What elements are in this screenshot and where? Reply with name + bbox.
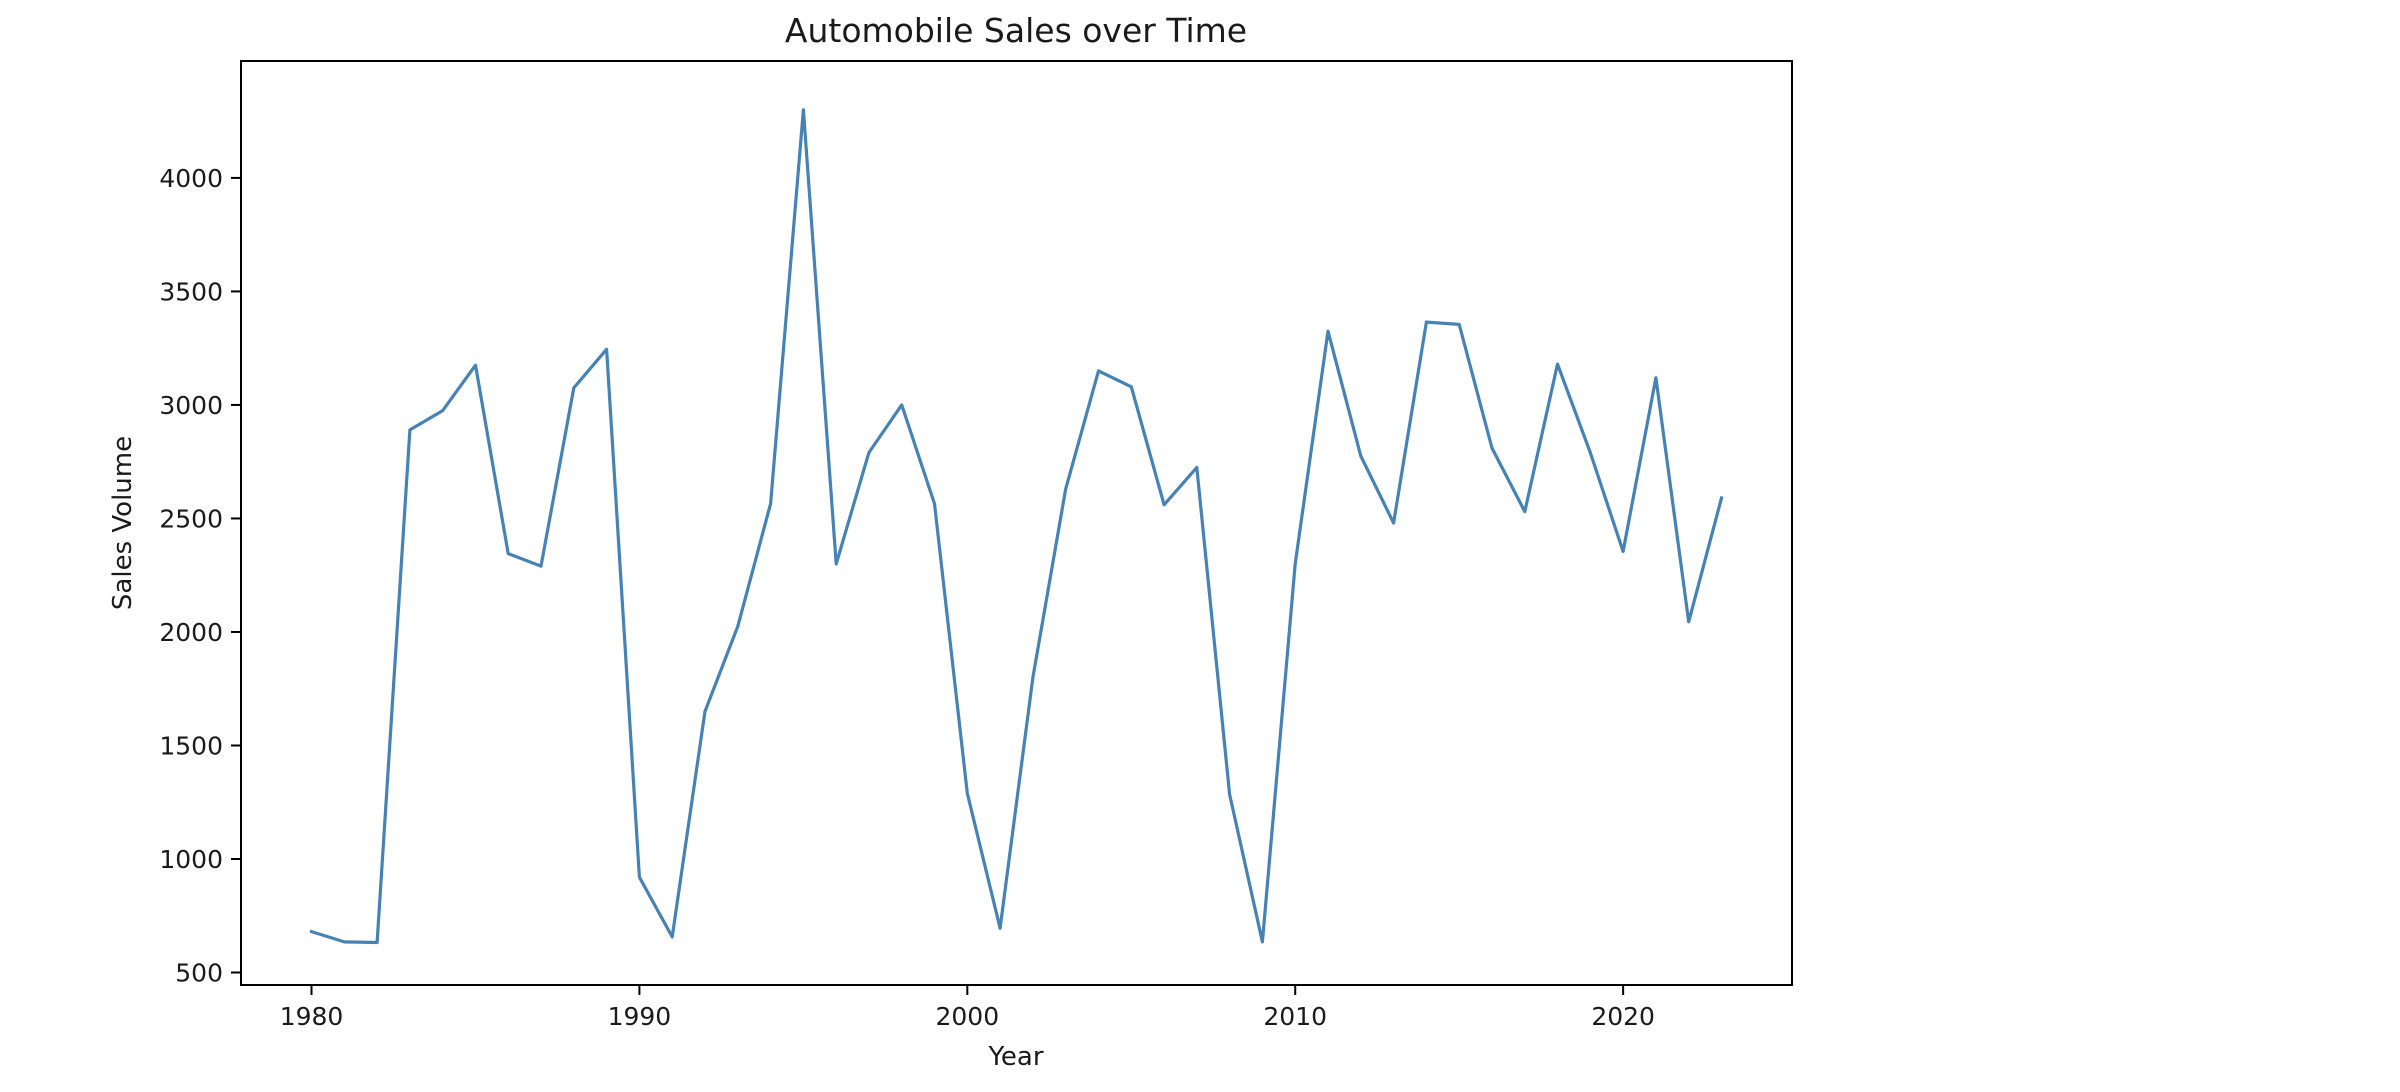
x-tick-label: 2020 bbox=[1591, 1002, 1655, 1031]
y-tick-label: 1000 bbox=[159, 845, 223, 874]
x-tick-label: 1990 bbox=[608, 1002, 672, 1031]
x-axis-label: Year bbox=[987, 1042, 1043, 1072]
chart-title: Automobile Sales over Time bbox=[785, 11, 1247, 50]
x-tick-label: 2010 bbox=[1263, 1002, 1327, 1031]
y-tick-label: 3000 bbox=[159, 391, 223, 420]
x-tick-label: 1980 bbox=[280, 1002, 344, 1031]
x-axis: 1980 1990 2000 2010 2020 bbox=[280, 985, 1655, 1031]
x-tick-label: 2000 bbox=[936, 1002, 1000, 1031]
y-axis-label: Sales Volume bbox=[108, 436, 138, 610]
y-tick-label: 1500 bbox=[159, 731, 223, 760]
y-tick-label: 2000 bbox=[159, 618, 223, 647]
y-tick-label: 500 bbox=[175, 959, 223, 988]
y-axis: 500 1000 1500 2000 2500 3000 3500 4000 bbox=[159, 164, 241, 988]
y-tick-label: 3500 bbox=[159, 277, 223, 306]
plot-frame bbox=[240, 60, 1793, 986]
y-tick-label: 2500 bbox=[159, 504, 223, 533]
y-tick-label: 4000 bbox=[159, 164, 223, 193]
series-line bbox=[309, 108, 1724, 945]
series-layer bbox=[309, 108, 1724, 945]
